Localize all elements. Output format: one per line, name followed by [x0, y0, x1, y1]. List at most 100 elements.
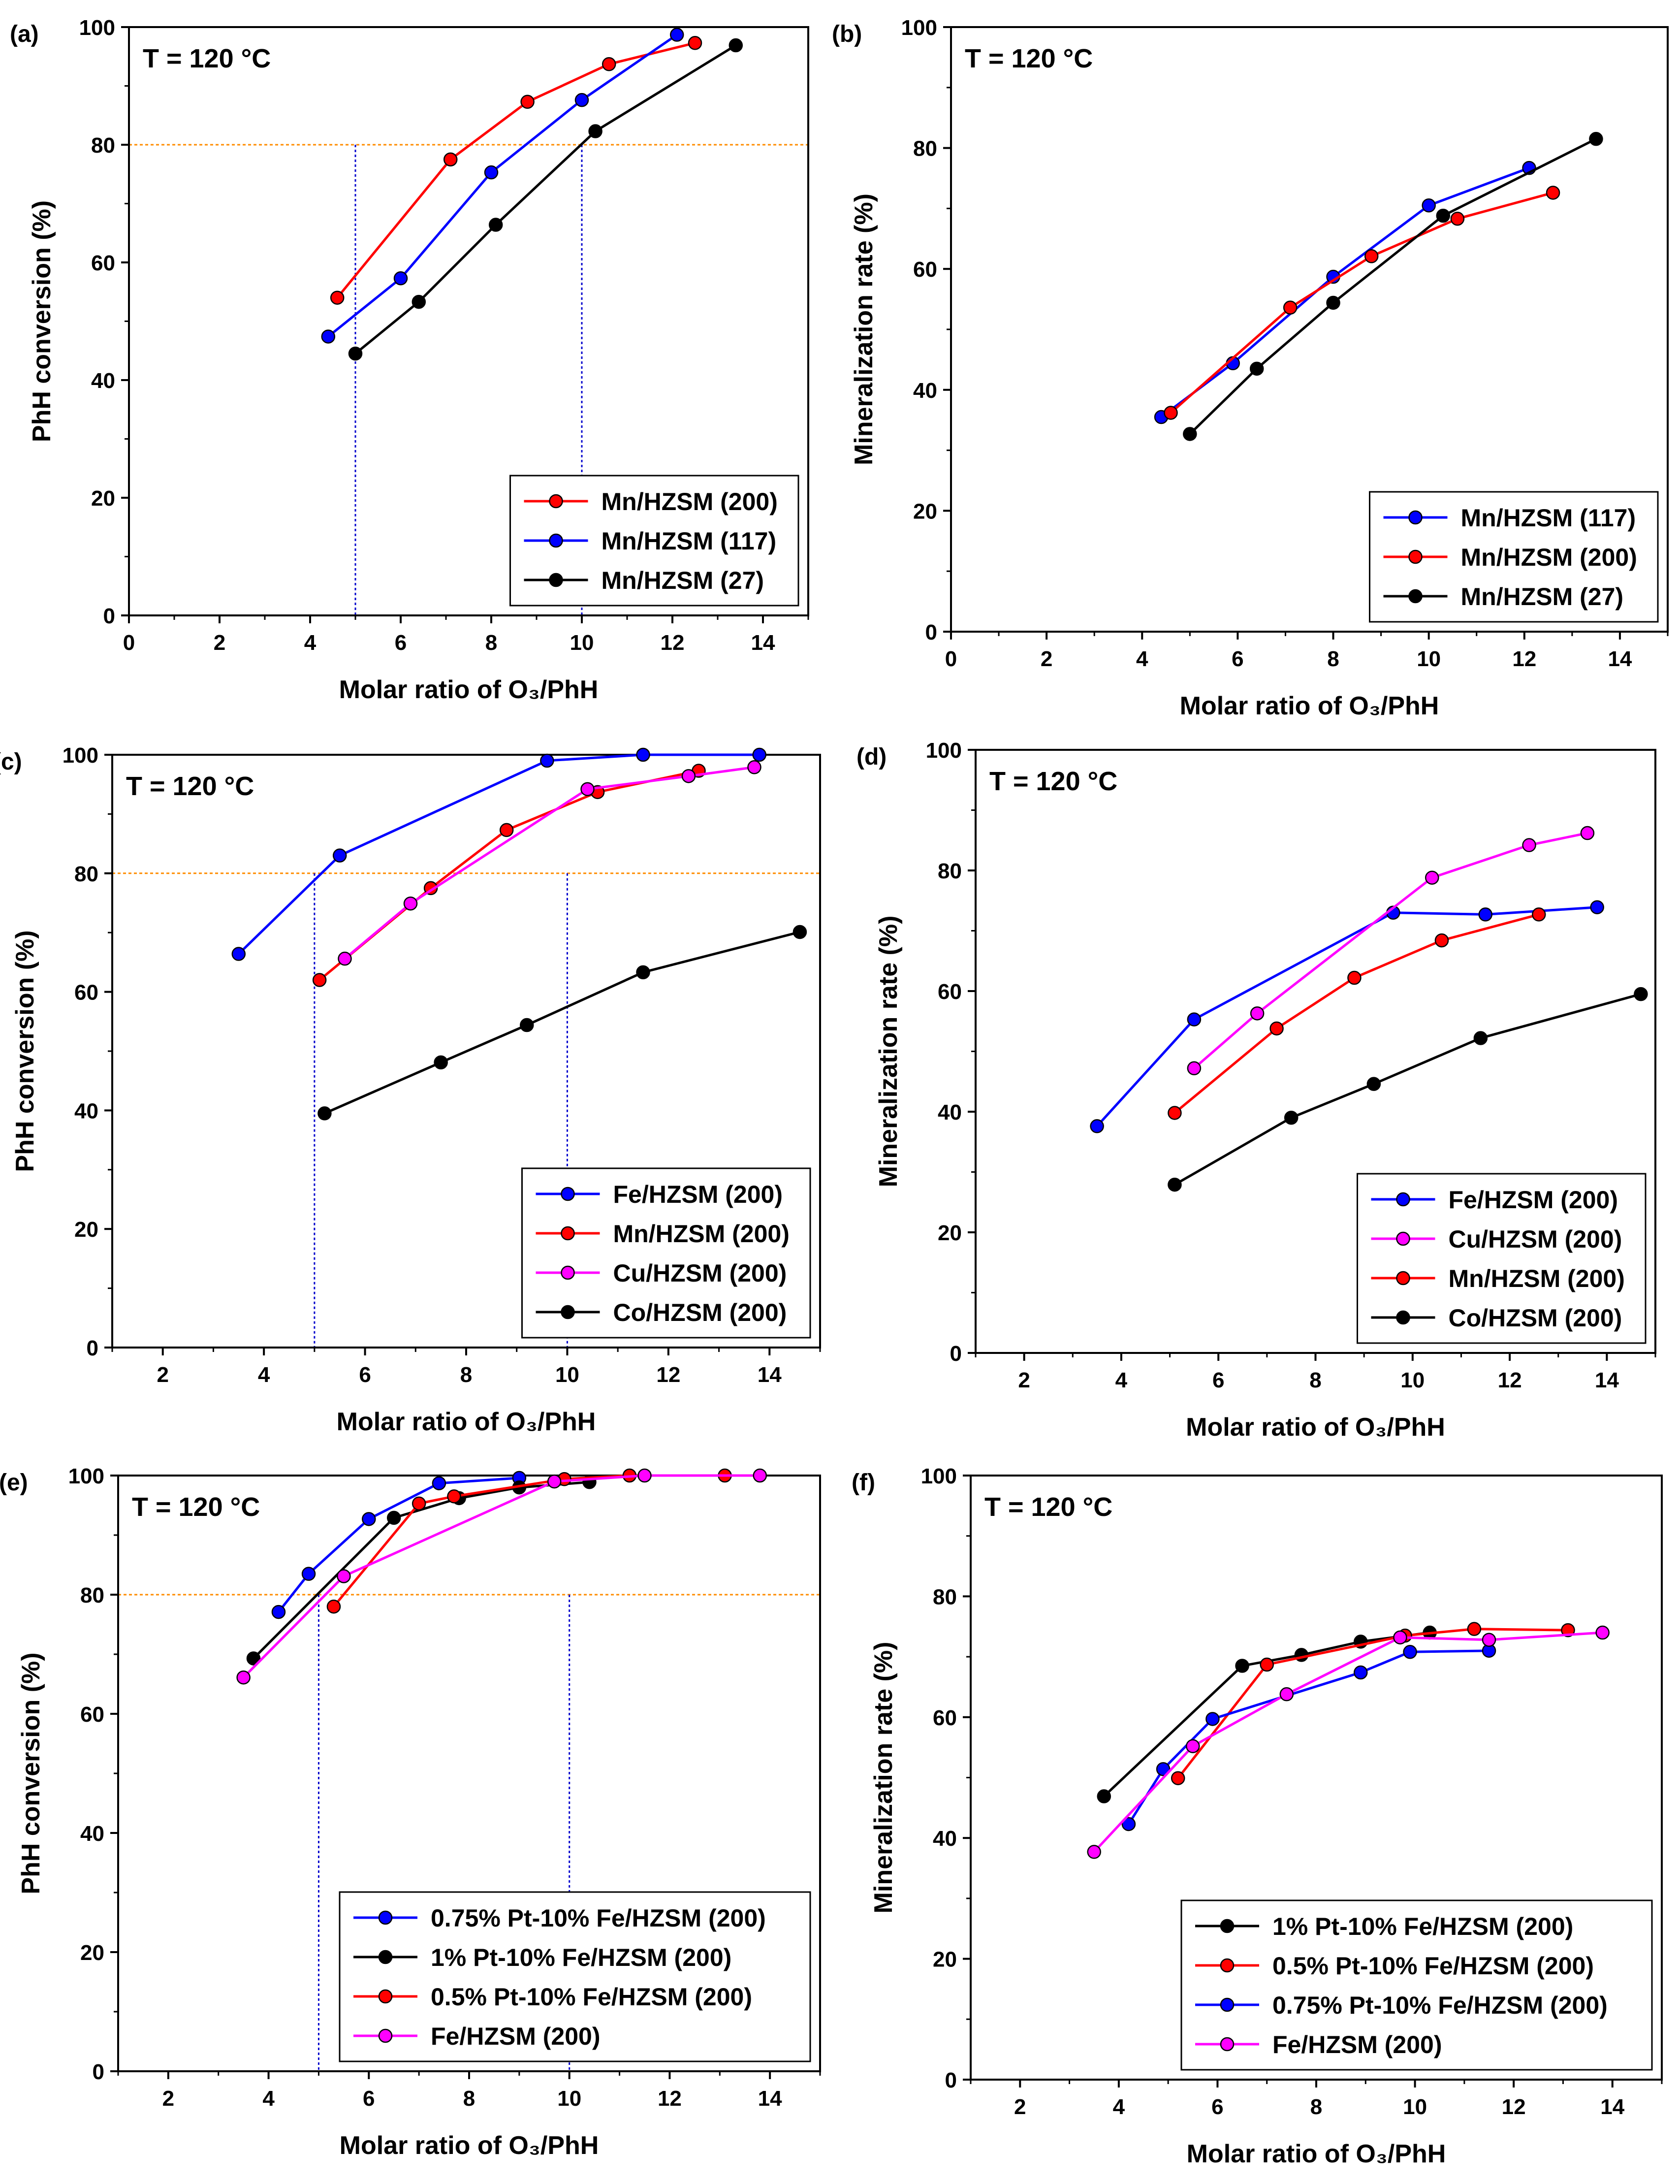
data-point [1436, 208, 1451, 223]
data-point [312, 973, 327, 987]
legend-label: 1% Pt-10% Fe/HZSM (200) [431, 1944, 731, 1971]
data-point [1364, 249, 1379, 263]
legend-label: Fe/HZSM (200) [613, 1181, 783, 1208]
data-point [271, 1605, 286, 1619]
chart-panel-5: 2 4 6 8 10 12 14 0 20 40 60 80 100 Molar ratio of O₃/… [852, 1464, 1663, 2168]
y-axis-title: Mineralization rate (%) [850, 193, 878, 465]
legend-label: Mn/HZSM (200) [1461, 544, 1637, 571]
data-point [1269, 1021, 1284, 1036]
x-tick-label: 8 [460, 1363, 472, 1387]
data-point [231, 947, 246, 961]
data-point [1326, 295, 1340, 310]
data-point [637, 1468, 652, 1483]
x-axis-title: Molar ratio of O₃/PhH [340, 2131, 599, 2160]
data-point [669, 28, 684, 42]
legend-label: 0.75% Pt-10% Fe/HZSM (200) [1272, 1991, 1608, 2019]
data-point [246, 1651, 261, 1666]
y-tick-label: 0 [945, 2068, 957, 2092]
x-axis-title: Molar ratio of O₃/PhH [1180, 692, 1439, 720]
x-tick-label: 8 [1309, 1368, 1321, 1392]
x-tick-label: 6 [395, 631, 407, 655]
legend-label: 0.5% Pt-10% Fe/HZSM (200) [1272, 1952, 1594, 1980]
x-tick-label: 2 [214, 631, 225, 655]
data-point [1171, 1771, 1185, 1785]
data-point [301, 1567, 316, 1581]
x-tick-label: 8 [1327, 647, 1339, 671]
x-tick-label: 4 [1115, 1368, 1128, 1392]
legend-label: Mn/HZSM (200) [602, 488, 778, 515]
panel-title: T = 120 °C [984, 1492, 1112, 1522]
data-point [1205, 1712, 1220, 1726]
x-tick-label: 12 [1502, 2095, 1526, 2119]
data-point [1187, 1012, 1202, 1027]
legend-marker [561, 1265, 575, 1280]
data-point [747, 760, 761, 774]
panel-label: (c) [0, 749, 22, 775]
legend-label: 0.5% Pt-10% Fe/HZSM (200) [431, 1983, 752, 2011]
legend-marker [1396, 1271, 1410, 1285]
data-point [1425, 870, 1439, 885]
data-point [1156, 1762, 1171, 1776]
data-point [330, 290, 345, 305]
y-tick-label: 40 [933, 1827, 957, 1851]
legend-marker [1220, 1958, 1235, 1973]
y-tick-label: 20 [80, 1941, 104, 1965]
data-point [447, 1489, 461, 1504]
legend-marker [378, 1989, 393, 2004]
legend-label: 1% Pt-10% Fe/HZSM (200) [1272, 1913, 1573, 1940]
y-tick-label: 20 [913, 499, 937, 523]
data-point [602, 57, 616, 71]
data-point [432, 1476, 446, 1490]
data-point [688, 36, 702, 50]
data-point [317, 1106, 332, 1121]
data-point [1546, 186, 1560, 200]
legend: Fe/HZSM (200) Mn/HZSM (200) Cu/HZSM (200) C… [521, 1167, 811, 1339]
y-tick-label: 80 [74, 862, 98, 886]
y-axis-title: PhH conversion (%) [11, 930, 39, 1172]
x-tick-label: 10 [1417, 647, 1441, 671]
y-tick-label: 20 [91, 486, 115, 511]
data-point [362, 1512, 376, 1526]
data-point [792, 925, 807, 939]
legend-label: Mn/HZSM (200) [1449, 1265, 1625, 1292]
data-point [1467, 1622, 1482, 1636]
data-point [1634, 987, 1648, 1001]
data-point [1168, 1106, 1182, 1120]
data-point [332, 848, 347, 863]
legend-label: Cu/HZSM (200) [613, 1259, 787, 1287]
x-axis-title: Molar ratio of O₃/PhH [1187, 2140, 1446, 2168]
y-tick-label: 0 [103, 604, 115, 628]
x-tick-label: 2 [162, 2087, 174, 2111]
legend-label: Mn/HZSM (117) [602, 527, 777, 555]
x-tick-label: 2 [1041, 647, 1052, 671]
x-tick-label: 6 [1212, 1368, 1224, 1392]
data-point [1450, 212, 1465, 226]
data-point [337, 1569, 351, 1583]
legend: 0.75% Pt-10% Fe/HZSM (200) 1% Pt-10% Fe/H… [339, 1891, 811, 2062]
legend-marker [378, 1950, 393, 1964]
y-tick-label: 80 [80, 1583, 104, 1607]
legend-marker [561, 1305, 575, 1319]
y-tick-label: 80 [938, 859, 962, 883]
data-point [1347, 970, 1362, 985]
data-point [1403, 1645, 1417, 1659]
data-point [1187, 1061, 1202, 1076]
y-tick-label: 80 [91, 133, 115, 158]
chart-panel-1: 0 2 4 6 8 10 12 14 0 20 40 60 80 100 Molar ratio of O₃… [832, 16, 1669, 720]
x-axis-title: Molar ratio of O₃/PhH [337, 1408, 596, 1436]
y-tick-label: 40 [74, 1099, 98, 1123]
x-tick-label: 8 [485, 631, 497, 655]
legend-box [339, 1891, 811, 2062]
y-tick-label: 40 [91, 369, 115, 393]
panel-title: T = 120 °C [143, 44, 271, 73]
data-point [386, 1510, 401, 1525]
data-point [1164, 406, 1178, 420]
legend: Mn/HZSM (117) Mn/HZSM (200) Mn/HZSM (27) [1369, 491, 1659, 623]
data-point [236, 1670, 251, 1685]
x-tick-label: 6 [1232, 647, 1243, 671]
data-point [547, 1474, 562, 1489]
x-tick-label: 14 [1595, 1368, 1619, 1392]
legend-marker [378, 1910, 393, 1925]
legend-label: Fe/HZSM (200) [1449, 1186, 1618, 1214]
